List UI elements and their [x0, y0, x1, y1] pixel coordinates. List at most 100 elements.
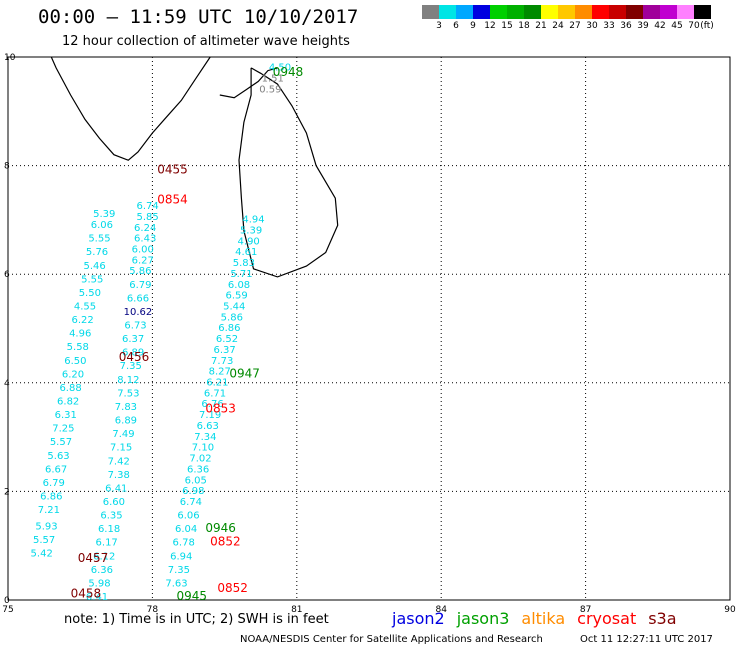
plot-frame [7, 56, 731, 601]
legend-label: 21 [535, 21, 547, 31]
axis-labels: 75 78 81 84 87 90 0 2 4 6 8 10 [2, 53, 736, 615]
wave-height-label: 8.12 [117, 375, 139, 386]
y-tick-label: 8 [4, 162, 10, 172]
wave-height-label: 6.79 [43, 478, 65, 489]
wave-height-label: 6.78 [173, 538, 195, 549]
wave-height-label: 7.10 [192, 443, 214, 454]
wave-height-label: 4.55 [74, 301, 96, 312]
wave-height-label: 7.35 [168, 565, 190, 576]
land-outline-layer [50, 56, 339, 278]
wave-height-label: 6.41 [105, 483, 127, 494]
wave-height-label: 7.15 [110, 443, 132, 454]
wave-height-label: 6.82 [57, 397, 79, 408]
wave-height-label: 4.90 [238, 236, 260, 247]
wave-height-labels: 5.396.065.555.765.465.555.504.556.224.96… [31, 63, 292, 603]
wave-height-label: 5.86 [221, 312, 243, 323]
x-tick-label: 75 [2, 605, 13, 615]
wave-height-label: 6.94 [170, 551, 192, 562]
wave-height-label: 5.57 [50, 437, 72, 448]
legend-label: 24 [552, 21, 564, 31]
wave-height-label: 6.89 [115, 416, 137, 427]
wave-height-label: 5.83 [233, 258, 255, 269]
wave-height-label: 6.88 [59, 383, 81, 394]
wave-height-label: 5.44 [223, 301, 245, 312]
y-tick-label: 6 [4, 270, 10, 280]
wave-height-label: 5.71 [230, 269, 252, 280]
wave-height-label: 5.58 [67, 342, 89, 353]
wave-height-label: 6.59 [226, 291, 248, 302]
pass-time-label: 0948 [273, 65, 304, 79]
legend-swatch [439, 5, 456, 19]
legend-swatch [575, 5, 592, 19]
legend-label: 27 [569, 21, 581, 31]
legend-label: 33 [603, 21, 615, 31]
color-legend: 3 6 9 12 15 18 21 24 27 30 33 36 39 42 45 70 (ft) [422, 5, 740, 31]
wave-height-label: 4.94 [242, 215, 264, 226]
legend-labels: 3 6 9 12 15 18 21 24 27 30 33 36 39 42 45 70 (ft) [422, 19, 740, 31]
x-tick-label: 84 [435, 605, 447, 615]
wave-height-label: 6.98 [182, 486, 204, 497]
legend-label: 18 [518, 21, 530, 31]
pass-time-label: 0458 [71, 586, 102, 600]
wave-height-label: 7.73 [211, 356, 233, 367]
wave-height-label: 5.50 [79, 288, 101, 299]
satellite-legend: jason2 jason3 altika cryosat s3a [392, 609, 689, 628]
wave-height-label: 6.74 [180, 497, 202, 508]
wave-height-label: 6.73 [124, 321, 146, 332]
wave-height-label: 6.22 [71, 315, 93, 326]
wave-height-label: 7.49 [112, 429, 134, 440]
legend-swatch [592, 5, 609, 19]
legend-swatch [490, 5, 507, 19]
x-tick-label: 90 [724, 605, 736, 615]
x-tick-label: 87 [580, 605, 591, 615]
wave-height-label: 6.05 [185, 475, 207, 486]
pass-time-labels: 0948045508540456094708530946085204570852… [71, 65, 304, 603]
map-note: note: 1) Time is in UTC; 2) SWH is in fe… [64, 612, 329, 627]
y-tick-label: 2 [4, 487, 10, 497]
wave-height-label: 6.36 [187, 464, 209, 475]
wave-height-label: 6.21 [206, 378, 228, 389]
wave-height-label: 6.06 [177, 511, 199, 522]
satellite-s3a: s3a [648, 609, 677, 628]
wave-height-label: 6.67 [45, 464, 67, 475]
legend-unit: (ft) [700, 21, 714, 31]
wave-height-label: 7.21 [38, 505, 60, 516]
wave-height-label: 6.76 [201, 399, 223, 410]
wave-height-label: 6.35 [100, 511, 122, 522]
y-tick-label: 0 [4, 596, 10, 606]
wave-height-label: 6.37 [213, 345, 235, 356]
y-tick-label: 10 [4, 53, 16, 63]
legend-swatch [558, 5, 575, 19]
pass-time-label: 0455 [157, 163, 188, 177]
legend-label: 15 [501, 21, 513, 31]
wave-height-label: 7.83 [115, 402, 137, 413]
legend-swatch [524, 5, 541, 19]
wave-height-label: 5.46 [84, 261, 106, 272]
legend-swatch [456, 5, 473, 19]
grid-layer [7, 56, 731, 601]
wave-height-label: 6.79 [129, 280, 151, 291]
legend-swatch [422, 5, 439, 19]
pass-time-label: 0854 [157, 193, 188, 207]
wave-height-label: 4.50 [269, 63, 291, 74]
legend-swatch [507, 5, 524, 19]
legend-swatch [694, 5, 711, 19]
wave-height-label: 10.62 [124, 307, 153, 318]
wave-height-label: 5.85 [136, 212, 158, 223]
wave-height-label: 5.76 [86, 247, 108, 258]
legend-label: 70 [688, 21, 700, 31]
satellite-altika: altika [521, 609, 566, 628]
wave-height-label: 6.36 [91, 565, 113, 576]
pass-time-label: 0946 [205, 521, 236, 535]
credit-line: NOAA/NESDIS Center for Satellite Applica… [240, 634, 543, 645]
wave-height-label: 6.00 [132, 244, 154, 255]
wave-height-label: 6.60 [103, 497, 125, 508]
pass-time-label: 0853 [205, 402, 236, 416]
legend-label: 30 [586, 21, 598, 31]
wave-height-label: 6.86 [40, 492, 62, 503]
wave-height-label: 5.39 [240, 225, 262, 236]
wave-height-label: 7.38 [108, 470, 130, 481]
wave-height-label: 5.86 [129, 266, 151, 277]
wave-height-label: 7.35 [120, 361, 142, 372]
legend-swatch [541, 5, 558, 19]
